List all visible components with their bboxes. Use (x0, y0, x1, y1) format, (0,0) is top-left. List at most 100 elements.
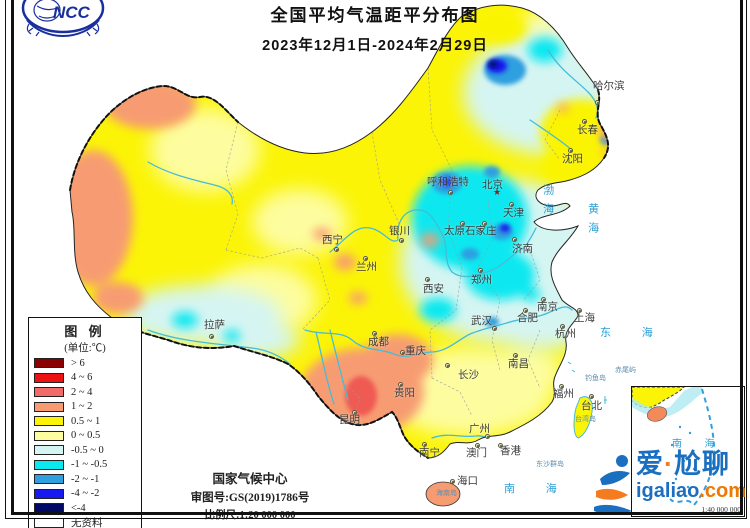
city-label: 福州 (553, 389, 574, 400)
city-marker (372, 331, 377, 336)
legend-label: 2 ~ 4 (71, 386, 93, 398)
legend-item: -4 ~ -2 (34, 487, 136, 502)
city-label: 银川 (389, 226, 410, 237)
sea-label: 南 海 (504, 483, 571, 495)
legend-label: -2 ~ -1 (71, 473, 100, 485)
city-label: 海口 (457, 476, 478, 487)
city-marker (422, 442, 427, 447)
legend-title: 图 例 (64, 324, 106, 339)
legend-item: 2 ~ 4 (34, 385, 136, 400)
legend-color-swatch (34, 416, 64, 427)
legend-color-swatch (34, 358, 64, 369)
city-label: 杭州 (555, 329, 576, 340)
city-label: 合肥 (517, 313, 538, 324)
legend-color-swatch (34, 459, 64, 470)
sea-label: 东 海 (600, 327, 667, 339)
inset-scale-text: 1:40 000 000 (701, 505, 741, 514)
inset-sea-label: 南 海 (672, 439, 725, 450)
city-label: 重庆 (405, 346, 426, 357)
legend-rows: > 6 4 ~ 6 2 ~ 4 1 ~ 2 0.5 ~ 1 0 ~ 0.5 -0.5 ~ 0… (34, 356, 136, 528)
legend-color-swatch (34, 401, 64, 412)
island-label: 海南岛 (436, 489, 457, 497)
city-label: 拉萨 (204, 320, 225, 331)
legend-label: 1 ~ 2 (71, 401, 93, 413)
city-label: 香港 (500, 446, 521, 457)
map-legend: 图 例 (单位:℃) > 6 4 ~ 6 2 ~ 4 1 ~ 2 0.5 ~ 1 0 ~ … (28, 317, 142, 528)
legend-item: 1 ~ 2 (34, 400, 136, 415)
title-block: 全国平均气温距平分布图 2023年12月1日-2024年2月29日 (0, 1, 750, 55)
city-marker (559, 384, 564, 389)
svg-text:NCC: NCC (53, 3, 91, 22)
city-marker (400, 350, 405, 355)
city-marker (475, 443, 480, 448)
city-marker (523, 308, 528, 313)
legend-label: 0.5 ~ 1 (71, 415, 101, 427)
city-label: 台北 (581, 401, 602, 412)
legend-color-swatch (34, 445, 64, 456)
legend-item: -1 ~ -0.5 (34, 458, 136, 473)
legend-color-swatch (34, 488, 64, 499)
credits-block: 国家气候中心 审图号:GS(2019)1786号 比例尺:1:20 000 00… (130, 468, 370, 522)
legend-item: <-4 (34, 501, 136, 516)
city-label: 济南 (512, 244, 533, 255)
legend-label: 无资料 (71, 518, 103, 528)
city-marker (334, 247, 339, 252)
city-label: 澳门 (466, 448, 487, 459)
watermark-text: 爱·尬聊 igaliao.com (636, 451, 747, 502)
runner-logo-icon (594, 455, 632, 514)
city-marker (577, 308, 582, 313)
city-label: 南昌 (508, 359, 529, 370)
legend-item: 4 ~ 6 (34, 371, 136, 386)
city-label: 广州 (469, 424, 490, 435)
city-label: 长春 (577, 125, 598, 136)
map-scale: 比例尺:1:20 000 000 (204, 510, 296, 521)
legend-color-swatch (34, 430, 64, 441)
city-label: 石家庄 (465, 226, 497, 237)
city-label: 天津 (503, 208, 524, 219)
city-marker: ★ (493, 187, 502, 197)
legend-color-swatch (34, 517, 64, 528)
city-marker (445, 363, 450, 368)
city-label: 南京 (537, 302, 558, 313)
legend-color-swatch (34, 387, 64, 398)
city-marker (485, 434, 490, 439)
city-label: 呼和浩特 (427, 177, 469, 188)
city-marker (595, 100, 600, 105)
legend-label: -4 ~ -2 (71, 488, 100, 500)
legend-item: 0 ~ 0.5 (34, 429, 136, 444)
city-marker (352, 410, 357, 415)
legend-item: 0.5 ~ 1 (34, 414, 136, 429)
map-review-number: 审图号:GS(2019)1786号 (190, 492, 310, 504)
ncc-logo: NCC (21, 0, 105, 38)
island-label: 赤尾屿 (615, 366, 636, 374)
city-label: 贵阳 (394, 388, 415, 399)
city-label: 上海 (574, 313, 595, 324)
island-label: 东沙群岛 (536, 460, 564, 468)
legend-label: -0.5 ~ 0 (71, 444, 104, 456)
city-marker (209, 334, 214, 339)
legend-item: > 6 (34, 356, 136, 371)
legend-label: -1 ~ -0.5 (71, 459, 108, 471)
city-label: 昆明 (339, 415, 360, 426)
south-china-sea-inset-map: 南 海 1:40 000 000 (631, 386, 745, 517)
city-marker (560, 324, 565, 329)
city-label: 太原 (444, 226, 465, 237)
city-marker (450, 479, 455, 484)
city-marker (448, 190, 453, 195)
watermark-site: igaliao.com (636, 480, 747, 502)
city-marker (425, 277, 430, 282)
city-marker (399, 238, 404, 243)
city-label: 哈尔滨 (593, 81, 625, 92)
city-marker (513, 353, 518, 358)
city-marker (460, 221, 465, 226)
city-marker (541, 297, 546, 302)
page-subtitle: 2023年12月1日-2024年2月29日 (262, 38, 488, 54)
org-name: 国家气候中心 (212, 472, 288, 486)
legend-item: -0.5 ~ 0 (34, 443, 136, 458)
city-marker (492, 326, 497, 331)
island-label: 钓鱼岛 (585, 374, 606, 382)
page-title: 全国平均气温距平分布图 (270, 6, 480, 25)
legend-color-swatch (34, 503, 64, 514)
